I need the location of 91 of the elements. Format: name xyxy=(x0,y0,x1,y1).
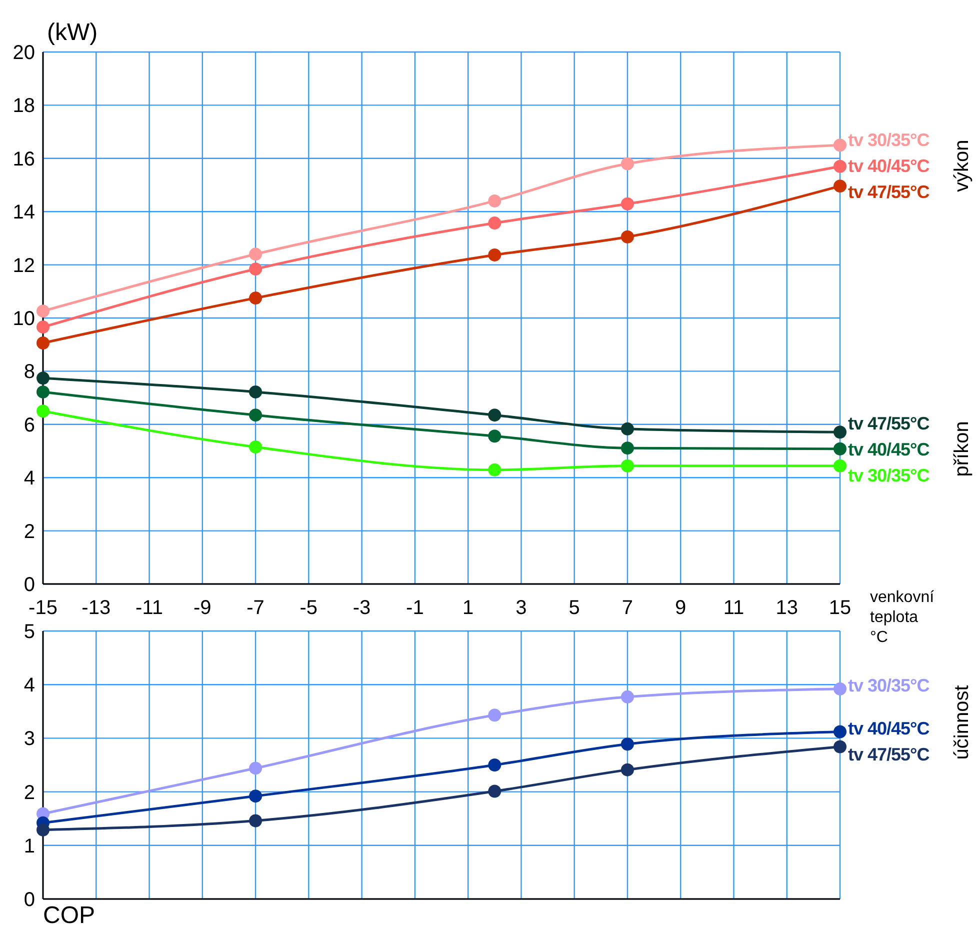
text: účinnost xyxy=(951,684,973,760)
point xyxy=(834,442,846,456)
y-tick-label: 2 xyxy=(24,520,35,543)
point xyxy=(488,248,502,262)
point xyxy=(36,823,50,836)
series-label: tv 30/35°C xyxy=(848,676,930,696)
point xyxy=(249,408,262,422)
x-tick-label: 15 xyxy=(828,597,852,619)
x-tick-label: -1 xyxy=(406,597,424,619)
x-tick-label: 3 xyxy=(516,597,527,619)
y-tick-label: 1 xyxy=(24,835,35,858)
y-tick-label: 16 xyxy=(12,148,35,170)
x-tick-label: 5 xyxy=(568,597,580,619)
series-label: tv 30/35°C xyxy=(848,130,930,150)
point xyxy=(488,430,502,443)
y-tick-label: 4 xyxy=(24,468,35,490)
point xyxy=(834,138,846,152)
y-tick-label: 12 xyxy=(12,254,35,277)
series-label: tv 30/35°C xyxy=(848,465,930,486)
x-tick-label: -15 xyxy=(28,597,58,619)
point xyxy=(249,762,262,775)
point xyxy=(249,440,262,454)
point xyxy=(620,442,634,455)
x-tick-label: 13 xyxy=(776,597,798,619)
point xyxy=(488,758,502,772)
point xyxy=(488,216,502,230)
point xyxy=(620,197,634,210)
x-tick-label: -5 xyxy=(300,597,318,619)
point xyxy=(834,459,846,472)
point xyxy=(834,740,846,754)
y-tick-label: 8 xyxy=(24,361,35,384)
text: příkon xyxy=(951,421,973,477)
point xyxy=(620,157,634,170)
point xyxy=(36,304,50,318)
y-tick-label: 14 xyxy=(12,202,35,224)
point xyxy=(488,408,502,422)
point xyxy=(36,336,50,350)
point xyxy=(36,404,50,418)
point xyxy=(834,426,846,439)
point xyxy=(249,385,262,398)
point xyxy=(249,248,262,261)
point xyxy=(36,372,50,385)
series-label: tv 47/55°C xyxy=(848,182,930,202)
point xyxy=(620,763,634,776)
x-tick-label: 11 xyxy=(723,597,744,619)
text: výkon xyxy=(951,140,973,192)
point xyxy=(620,230,634,244)
y-axis-title: (kW) xyxy=(47,19,98,46)
y-tick-label: 3 xyxy=(24,728,35,750)
point xyxy=(488,708,502,722)
point xyxy=(488,194,502,208)
x-tick-label: 1 xyxy=(462,597,474,619)
point xyxy=(620,738,634,751)
point xyxy=(36,320,50,334)
series-label: tv 47/55°C xyxy=(848,744,930,764)
series-label: tv 47/55°C xyxy=(848,413,930,434)
x-tick-label: -13 xyxy=(82,597,111,619)
point xyxy=(249,262,262,276)
point xyxy=(834,160,846,173)
point xyxy=(834,682,846,696)
x-axis-title: venkovní teplota °C xyxy=(870,589,935,646)
point xyxy=(36,385,50,398)
y-tick-label: 18 xyxy=(12,95,35,118)
point xyxy=(249,292,262,305)
point xyxy=(620,422,634,436)
y-tick-label: 0 xyxy=(24,574,35,596)
point xyxy=(249,814,262,828)
y-tick-label: 10 xyxy=(12,308,35,330)
point xyxy=(488,463,502,476)
point xyxy=(488,784,502,798)
text: COP xyxy=(43,902,96,928)
x-tick-label: -7 xyxy=(246,597,264,619)
y-tick-label: 0 xyxy=(24,889,35,911)
point xyxy=(834,180,846,193)
y-tick-label: 20 xyxy=(12,42,35,64)
x-tick-label: 7 xyxy=(622,597,634,619)
y-tick-label: 4 xyxy=(24,674,35,697)
point xyxy=(249,790,262,803)
y-tick-label: 5 xyxy=(24,621,35,643)
x-tick-label: -3 xyxy=(352,597,371,619)
series-label: tv 40/45°C xyxy=(848,156,930,176)
x-tick-label: -11 xyxy=(136,597,163,619)
point xyxy=(834,725,846,738)
series-label: tv 40/45°C xyxy=(848,718,930,738)
x-tick-label: 9 xyxy=(675,597,686,619)
y-tick-label: 6 xyxy=(24,414,35,436)
series-label: tv 40/45°C xyxy=(848,439,930,460)
x-tick-label: -9 xyxy=(194,597,212,619)
point xyxy=(620,459,634,472)
point xyxy=(620,690,634,704)
y-tick-label: 2 xyxy=(24,782,35,804)
